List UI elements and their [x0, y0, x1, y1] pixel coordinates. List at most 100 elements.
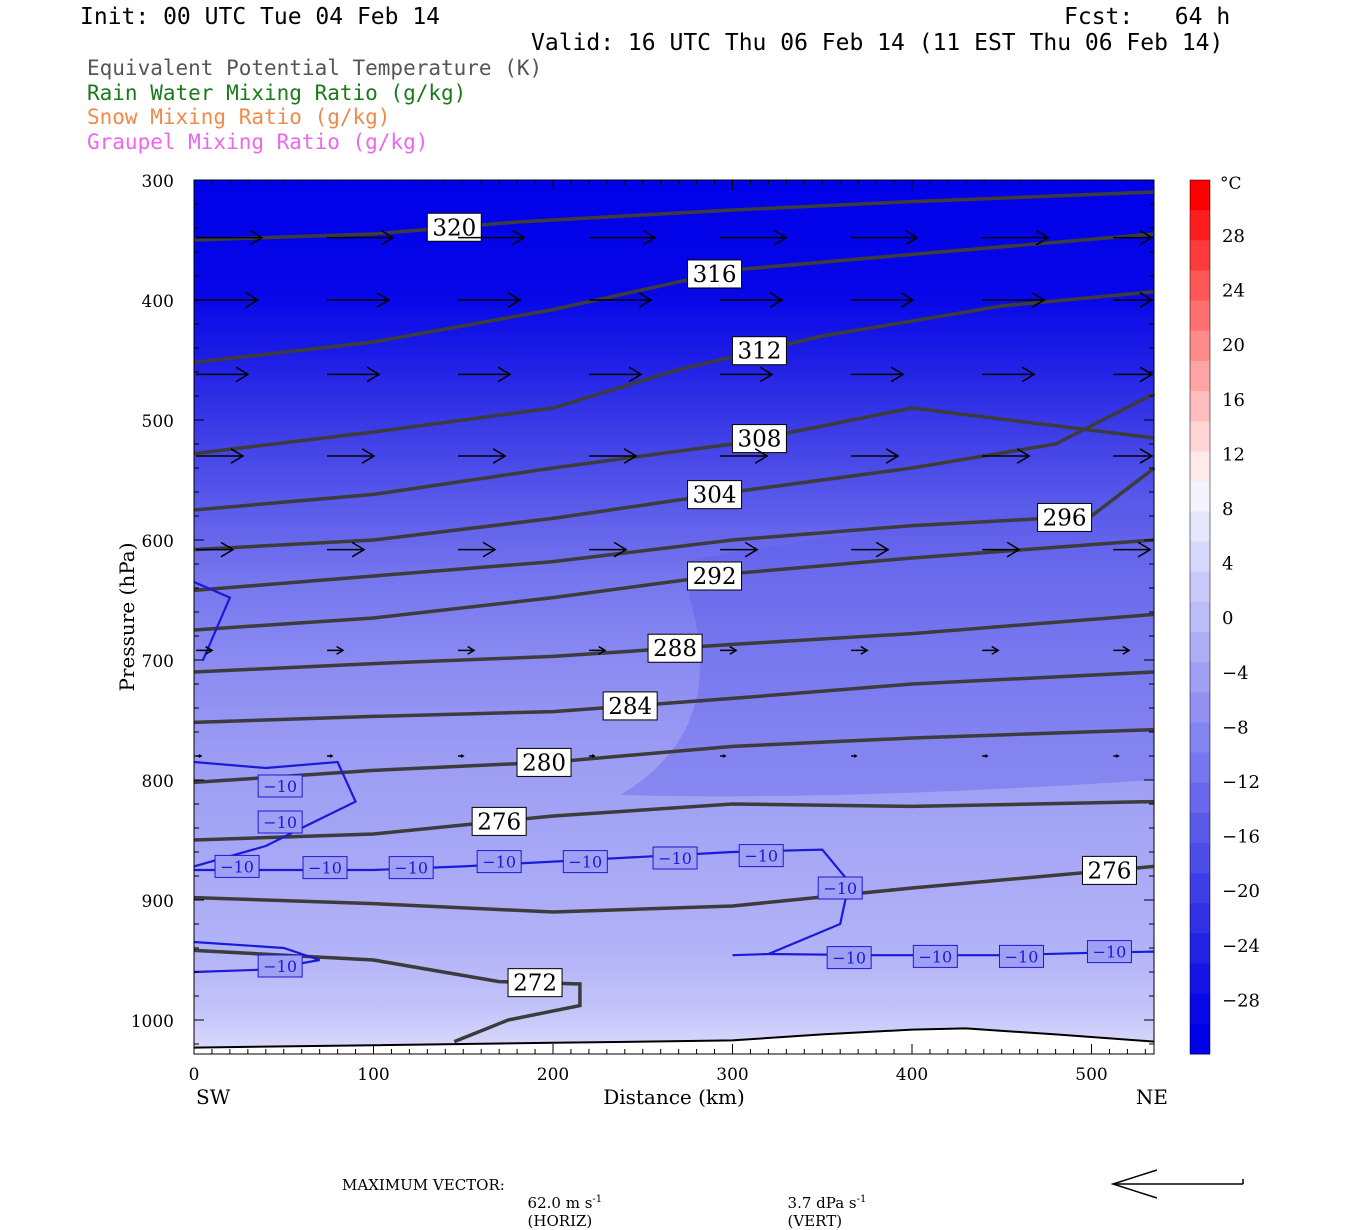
wind-vector-head	[1139, 448, 1154, 464]
colorbar-label: −8	[1222, 717, 1249, 738]
isotherm-line	[193, 580, 232, 661]
isotherm-label-box	[302, 856, 348, 880]
colorbar-segment	[1190, 662, 1210, 693]
wind-vector-head	[729, 645, 738, 655]
theta-e-label-box	[687, 561, 743, 591]
wind-vector-head	[754, 448, 769, 464]
wind-vector-head	[722, 754, 727, 758]
wind-vector-head	[890, 366, 905, 383]
max-vector-vert: 3.7 dPa s-1 (VERT)	[778, 1176, 867, 1230]
wind-vector-head	[638, 292, 653, 308]
wind-vector-head	[376, 292, 391, 308]
theta-e-contour	[193, 232, 1155, 365]
wind-vector-head	[249, 229, 264, 246]
wind-vector-head	[205, 645, 214, 655]
theta-e-label-box	[471, 806, 527, 836]
plot-frame	[193, 179, 1155, 1055]
theta-e-contour	[193, 948, 582, 1044]
isotherm-label-box	[388, 856, 434, 880]
wind-vector-head	[329, 754, 334, 758]
isotherm-line	[193, 940, 320, 974]
theta-e-label: 304	[693, 483, 737, 509]
colorbar-unit: °C	[1220, 174, 1242, 194]
colorbar-segment	[1190, 903, 1210, 934]
wind-vector-head	[235, 366, 250, 383]
max-vector-horiz: 62.0 m s-1 (HORIZ)	[518, 1176, 603, 1230]
theta-e-label: 288	[653, 636, 697, 662]
wind-vector-head	[482, 541, 497, 558]
colorbar-label: 8	[1222, 499, 1233, 520]
wind-vector-head	[991, 645, 1000, 655]
wind-vector-head	[492, 448, 507, 464]
wind-vector-head	[1137, 541, 1152, 558]
wind-vector-head	[1139, 366, 1154, 383]
colorbar-segment	[1190, 632, 1210, 663]
colorbar-label: −24	[1222, 936, 1260, 957]
theta-e-contour	[193, 612, 1155, 674]
colorbar-label: −28	[1222, 990, 1260, 1011]
wind-vector-head	[853, 754, 858, 758]
wind-vector-head	[773, 229, 788, 246]
wind-vector-head	[361, 448, 376, 464]
colorbar-label: 4	[1222, 554, 1233, 575]
colorbar-segment	[1190, 421, 1210, 452]
wind-vector-head	[245, 292, 260, 308]
wind-vector-head	[511, 229, 526, 246]
wind-vector-head	[220, 541, 235, 558]
wind-vector-head	[380, 229, 395, 246]
isotherm-label: −10	[263, 813, 297, 832]
wind-vector-head	[497, 366, 512, 383]
max-vector-vert-value: 3.7 dPa s	[787, 1194, 857, 1212]
wind-vector-head	[744, 541, 759, 558]
isotherm-label-box	[1086, 940, 1132, 964]
colorbar-label: 28	[1222, 226, 1245, 247]
wind-vector-head	[1139, 229, 1154, 246]
theta-e-contour	[193, 289, 1155, 456]
colorbar-label: 16	[1222, 390, 1245, 411]
colorbar-label: 20	[1222, 335, 1245, 356]
theta-e-label-box	[731, 424, 787, 454]
theta-e-label: 272	[513, 971, 557, 997]
isotherm-label-box	[257, 774, 303, 798]
y-axis-title: Pressure (hPa)	[115, 543, 139, 692]
y-tick-label: 1000	[131, 1012, 174, 1032]
colorbar-label: −20	[1222, 881, 1260, 902]
wind-vector-head	[1016, 448, 1031, 464]
forecast-hour: Fcst: 64 h	[1064, 4, 1231, 30]
isotherm-label-box	[998, 944, 1044, 968]
theta-e-contour	[193, 799, 1155, 842]
colorbar-segment	[1190, 933, 1210, 965]
colorbar-segment	[1190, 571, 1210, 603]
isotherm-label: −10	[1093, 943, 1127, 962]
theta-e-contour	[193, 727, 1155, 785]
colorbar-segment	[1190, 360, 1210, 392]
colorbar-segment	[1190, 752, 1210, 784]
theta-e-label: 276	[1087, 858, 1131, 884]
y-tick-label: 400	[142, 292, 174, 312]
wind-vector-head	[1115, 754, 1120, 758]
terrain-line	[193, 1027, 1155, 1049]
wind-vector-head	[336, 645, 345, 655]
theta-e-label-box	[687, 480, 743, 510]
isotherm-label: −10	[263, 777, 297, 796]
theta-e-label-box	[507, 968, 563, 998]
isotherm-line	[193, 760, 357, 868]
isotherm-label-box	[214, 854, 260, 878]
wind-vector-head	[1006, 541, 1021, 558]
legend-entry: Graupel Mixing Ratio (g/kg)	[87, 129, 429, 154]
isotherm-label: −10	[918, 947, 952, 966]
colorbar-segment	[1190, 812, 1210, 844]
theta-e-label: 308	[737, 427, 781, 453]
max-vector-arrow-icon	[1110, 1169, 1244, 1199]
theta-e-label: 312	[737, 339, 781, 365]
max-vector-label: MAXIMUM VECTOR:	[342, 1176, 505, 1194]
colorbar-frame	[1189, 179, 1211, 1055]
colorbar-segment	[1190, 481, 1210, 513]
isotherm-label-box	[652, 846, 698, 870]
x-tick-label: 200	[537, 1065, 569, 1085]
colorbar-segment	[1190, 993, 1210, 1025]
theta-e-label-box	[1081, 855, 1137, 885]
colorbar-segment	[1190, 843, 1210, 874]
cold-pool-shading	[620, 500, 1154, 797]
wind-vector-head	[1021, 366, 1036, 383]
